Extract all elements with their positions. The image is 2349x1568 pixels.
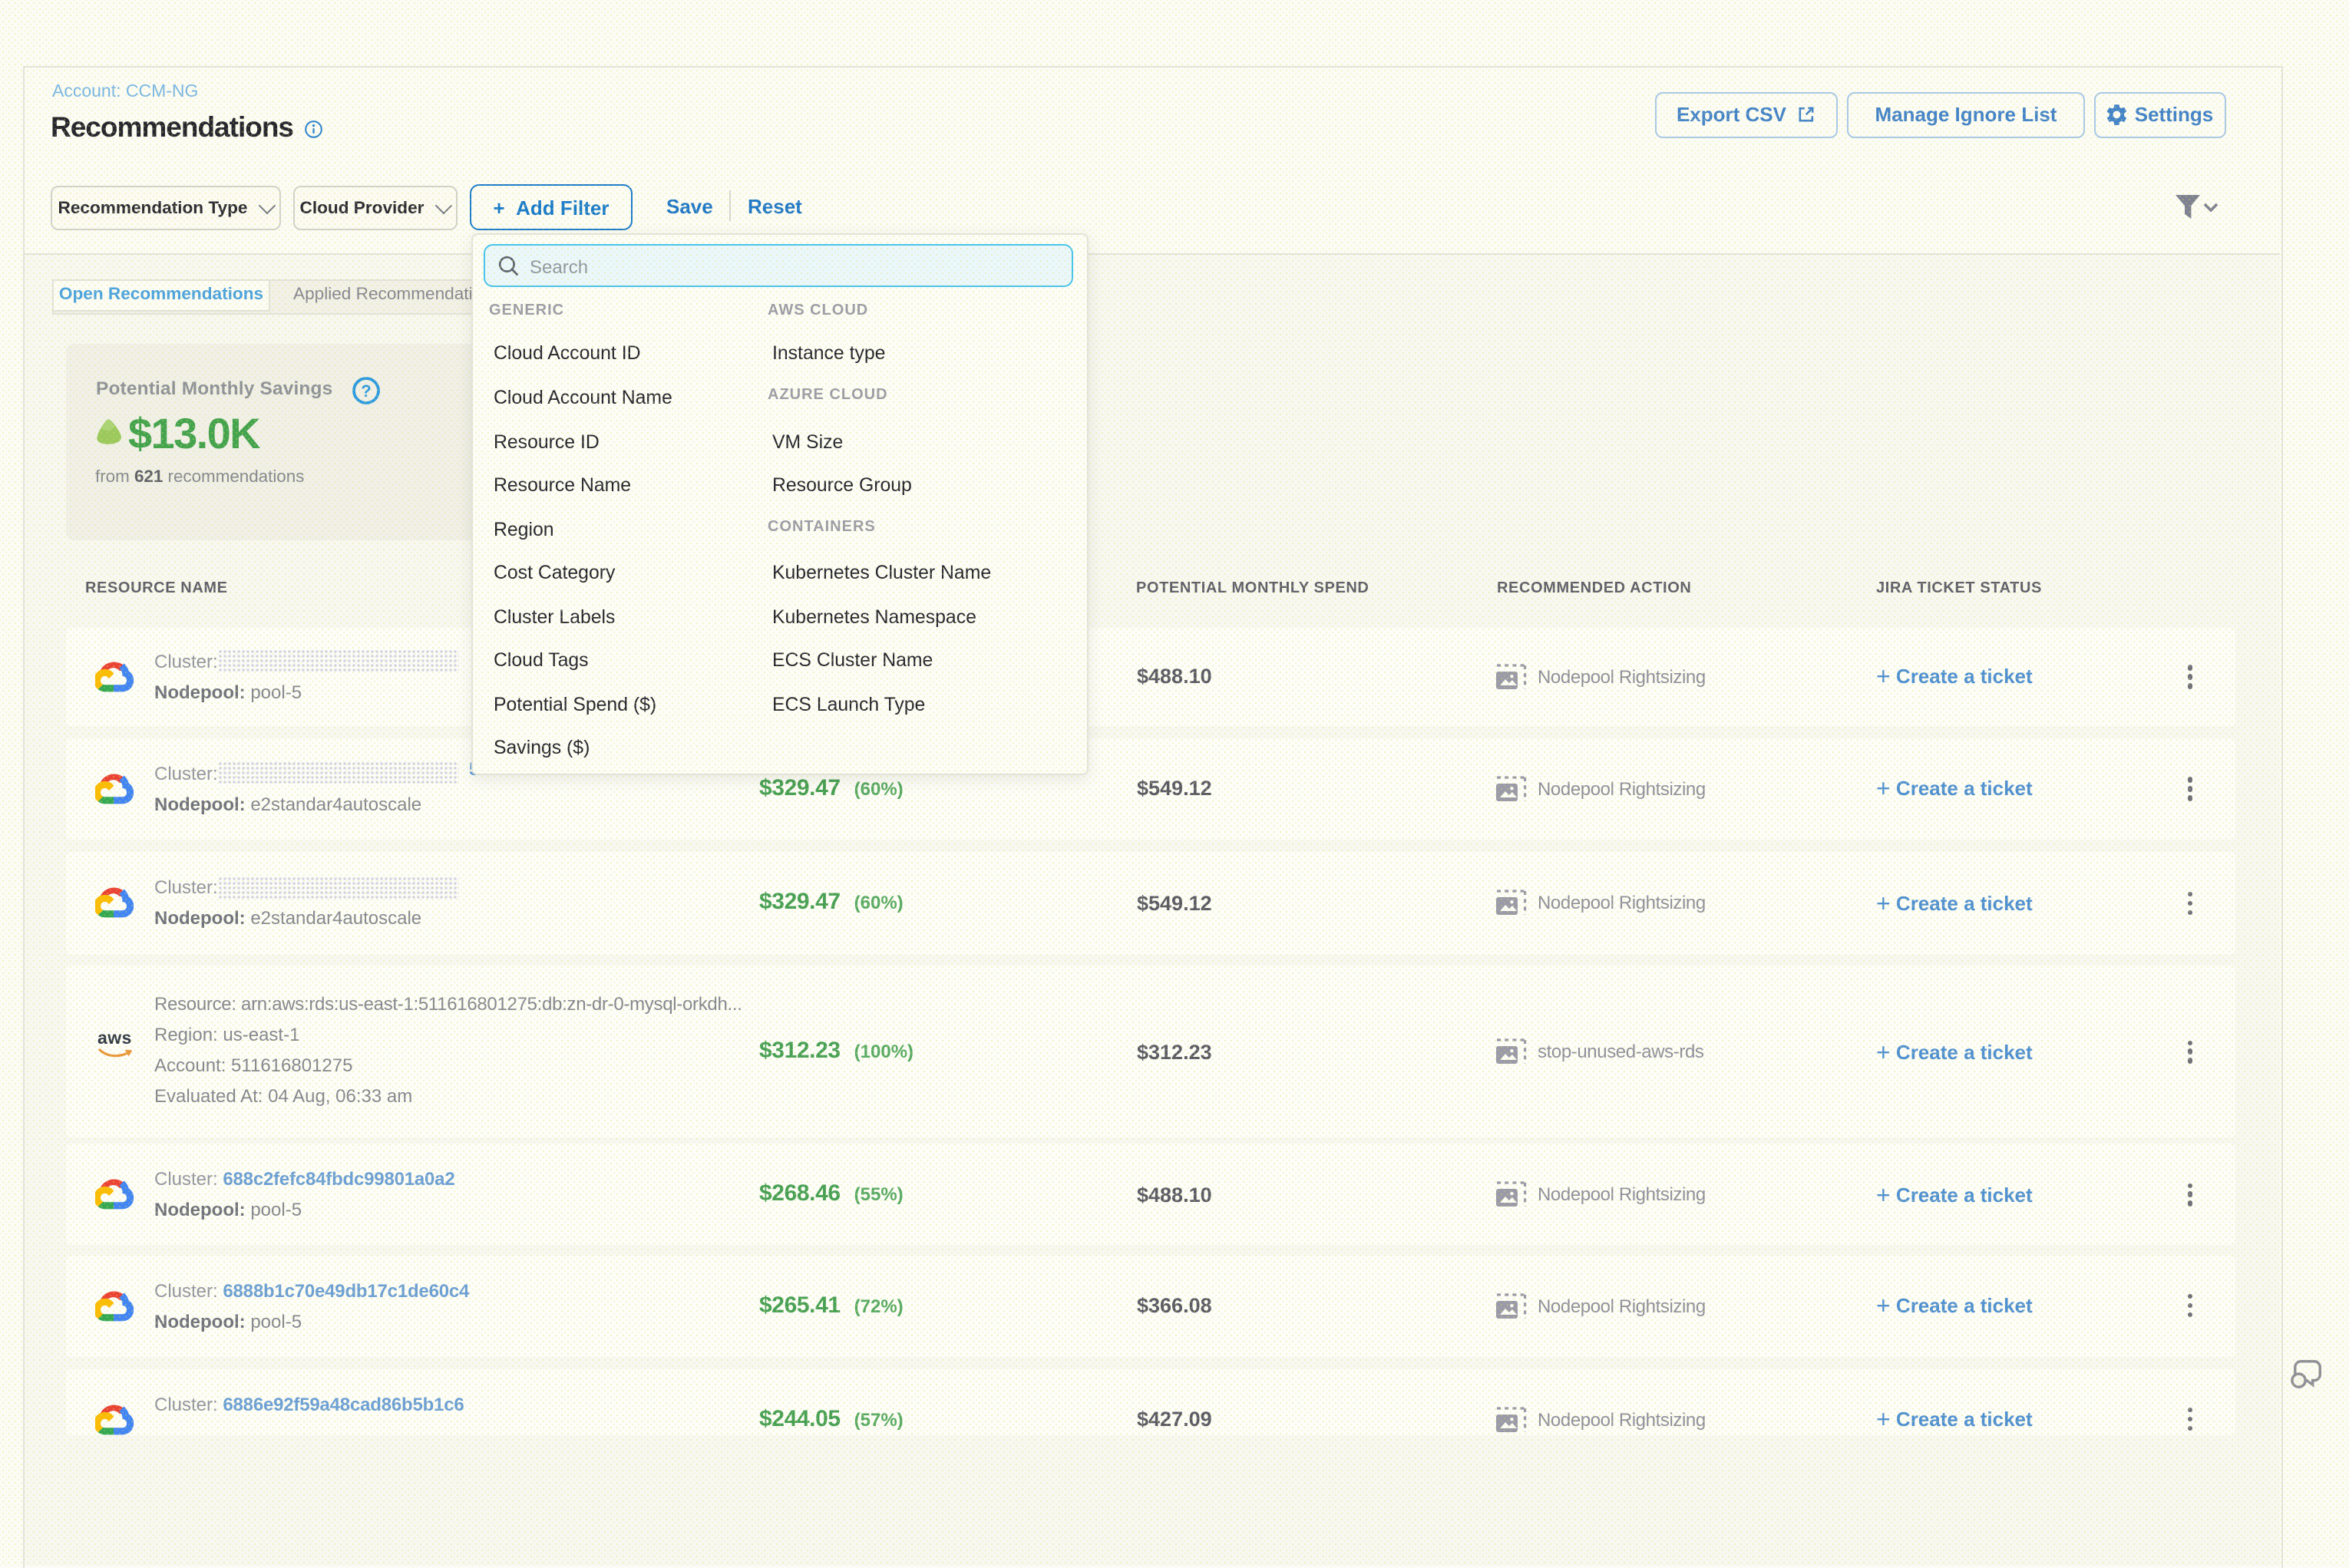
svg-text:?: ? bbox=[361, 381, 371, 401]
